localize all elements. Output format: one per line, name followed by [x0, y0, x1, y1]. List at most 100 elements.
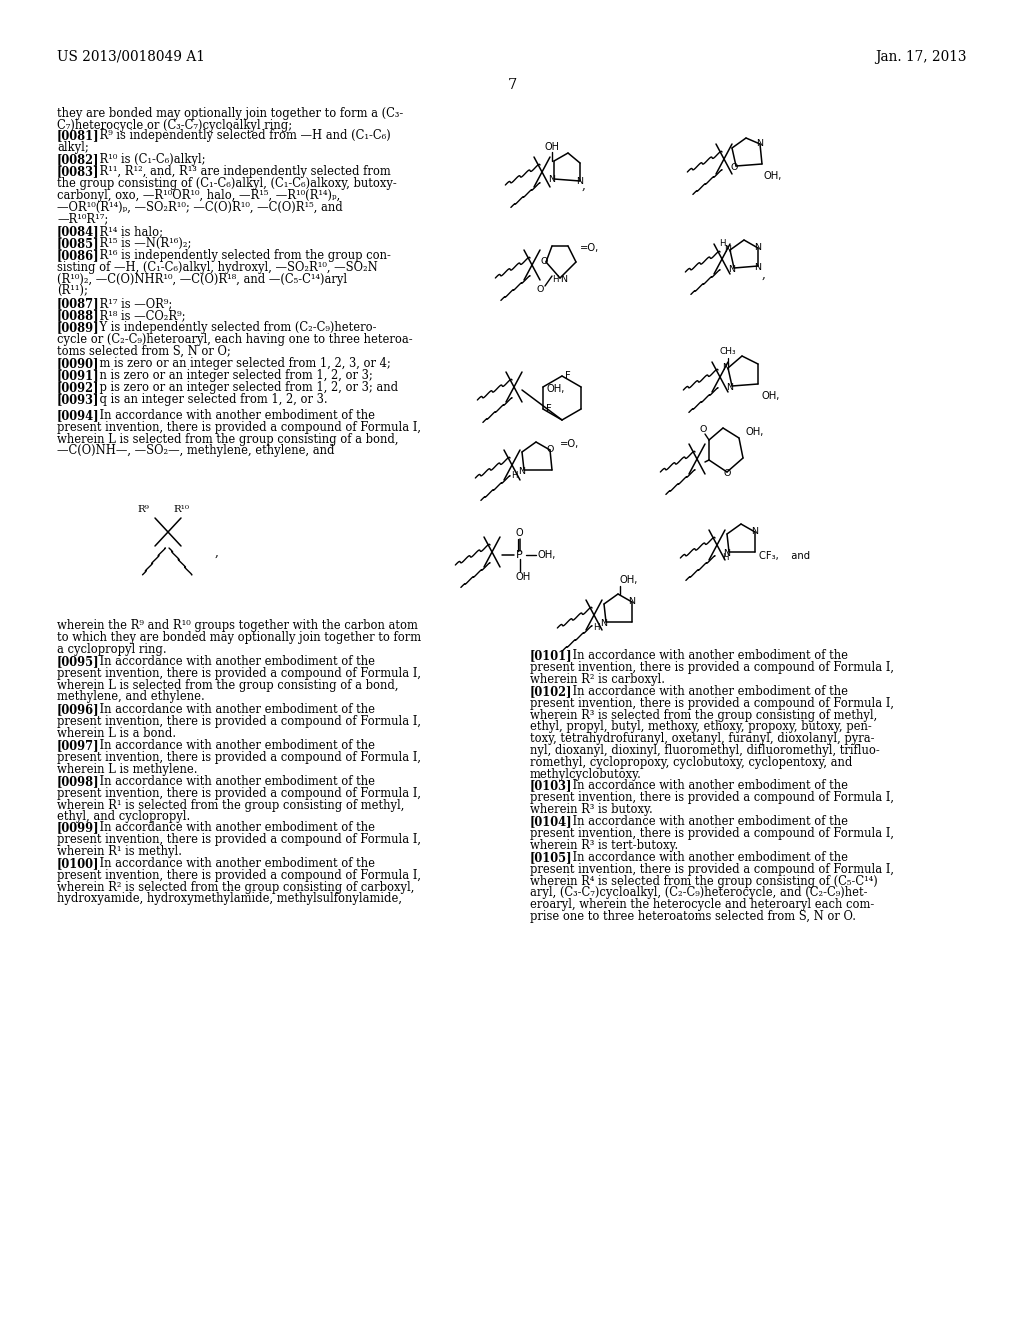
Text: [0083]: [0083] [57, 165, 99, 178]
Text: [0086]: [0086] [57, 249, 99, 261]
Text: [0104]: [0104] [530, 814, 572, 828]
Text: ,: , [215, 545, 219, 558]
Text: [0081]: [0081] [57, 129, 99, 143]
Text: CH₃: CH₃ [720, 347, 736, 356]
Text: [0095]: [0095] [57, 655, 99, 668]
Text: OH: OH [516, 572, 531, 582]
Text: [0084]: [0084] [57, 224, 99, 238]
Text: eroaryl, wherein the heterocycle and heteroaryl each com-: eroaryl, wherein the heterocycle and het… [530, 898, 874, 911]
Text: present invention, there is provided a compound of Formula I,: present invention, there is provided a c… [57, 751, 421, 764]
Text: present invention, there is provided a compound of Formula I,: present invention, there is provided a c… [530, 863, 894, 875]
Text: R⁹ is independently selected from —H and (C₁-C₆): R⁹ is independently selected from —H and… [85, 129, 390, 143]
Text: wherein the R⁹ and R¹⁰ groups together with the carbon atom: wherein the R⁹ and R¹⁰ groups together w… [57, 619, 418, 632]
Text: wherein R¹ is selected from the group consisting of methyl,: wherein R¹ is selected from the group co… [57, 799, 404, 812]
Text: [0099]: [0099] [57, 821, 99, 834]
Text: wherein L is a bond.: wherein L is a bond. [57, 726, 176, 739]
Text: —OR¹⁰(R¹⁴)ₚ, —SO₂R¹⁰; —C(O)R¹⁰, —C(O)R¹⁵, and: —OR¹⁰(R¹⁴)ₚ, —SO₂R¹⁰; —C(O)R¹⁰, —C(O)R¹⁵… [57, 201, 343, 214]
Text: R¹⁵ is —N(R¹⁶)₂;: R¹⁵ is —N(R¹⁶)₂; [85, 238, 191, 249]
Text: cycle or (C₂-C₉)heteroaryl, each having one to three heteroa-: cycle or (C₂-C₉)heteroaryl, each having … [57, 333, 413, 346]
Text: [0090]: [0090] [57, 356, 99, 370]
Text: toxy, tetrahydrofuranyl, oxetanyl, furanyl, dioxolanyl, pyra-: toxy, tetrahydrofuranyl, oxetanyl, furan… [530, 733, 874, 746]
Text: —R¹⁰R¹⁷;: —R¹⁰R¹⁷; [57, 213, 109, 226]
Text: (R¹¹);: (R¹¹); [57, 284, 88, 297]
Text: N: N [726, 383, 733, 392]
Text: In accordance with another embodiment of the: In accordance with another embodiment of… [558, 779, 848, 792]
Text: [0097]: [0097] [57, 739, 99, 752]
Text: they are bonded may optionally join together to form a (C₃-: they are bonded may optionally join toge… [57, 107, 403, 120]
Text: =O,: =O, [560, 440, 580, 449]
Text: In accordance with another embodiment of the: In accordance with another embodiment of… [558, 851, 848, 865]
Text: N: N [724, 549, 730, 557]
Text: R¹⁰ is (C₁-C₆)alkyl;: R¹⁰ is (C₁-C₆)alkyl; [85, 153, 205, 166]
Text: F: F [565, 371, 570, 381]
Text: wherein L is selected from the group consisting of a bond,: wherein L is selected from the group con… [57, 678, 398, 692]
Text: present invention, there is provided a compound of Formula I,: present invention, there is provided a c… [57, 715, 421, 727]
Text: OH: OH [545, 143, 559, 152]
Text: [0089]: [0089] [57, 321, 99, 334]
Text: N: N [728, 264, 735, 273]
Text: In accordance with another embodiment of the: In accordance with another embodiment of… [558, 814, 848, 828]
Text: wherein R¹ is methyl.: wherein R¹ is methyl. [57, 845, 182, 858]
Text: In accordance with another embodiment of the: In accordance with another embodiment of… [85, 409, 375, 422]
Text: [0098]: [0098] [57, 775, 99, 788]
Text: q is an integer selected from 1, 2, or 3.: q is an integer selected from 1, 2, or 3… [85, 393, 328, 407]
Text: wherein R³ is tert-butoxy.: wherein R³ is tert-butoxy. [530, 838, 678, 851]
Text: OH,: OH, [538, 550, 556, 560]
Text: OH,: OH, [620, 576, 638, 585]
Text: [0093]: [0093] [57, 393, 99, 407]
Text: In accordance with another embodiment of the: In accordance with another embodiment of… [558, 685, 848, 698]
Text: wherein R² is carboxyl.: wherein R² is carboxyl. [530, 673, 665, 685]
Text: present invention, there is provided a compound of Formula I,: present invention, there is provided a c… [530, 661, 894, 673]
Text: wherein R⁴ is selected from the group consisting of (C₅-C¹⁴): wherein R⁴ is selected from the group co… [530, 875, 878, 887]
Text: present invention, there is provided a compound of Formula I,: present invention, there is provided a c… [530, 826, 894, 840]
Text: 7: 7 [507, 78, 517, 92]
Text: O: O [723, 470, 731, 479]
Text: R¹⁸ is —CO₂R⁹;: R¹⁸ is —CO₂R⁹; [85, 309, 185, 322]
Text: m is zero or an integer selected from 1, 2, 3, or 4;: m is zero or an integer selected from 1,… [85, 356, 390, 370]
Text: N: N [549, 174, 555, 183]
Text: In accordance with another embodiment of the: In accordance with another embodiment of… [85, 775, 375, 788]
Text: hydroxyamide, hydroxymethylamide, methylsulfonylamide,: hydroxyamide, hydroxymethylamide, methyl… [57, 892, 402, 906]
Text: N: N [600, 619, 607, 627]
Text: O: O [547, 445, 554, 454]
Text: sisting of —H, (C₁-C₆)alkyl, hydroxyl, —SO₂R¹⁰, —SO₂N: sisting of —H, (C₁-C₆)alkyl, hydroxyl, —… [57, 261, 378, 273]
Text: ,: , [762, 268, 766, 281]
Text: N: N [577, 177, 584, 186]
Text: H: H [512, 471, 518, 480]
Text: a cyclopropyl ring.: a cyclopropyl ring. [57, 643, 167, 656]
Text: carbonyl, oxo, —R¹⁰OR¹⁰, halo, —R¹⁵, —R¹⁰(R¹⁴)ₚ,: carbonyl, oxo, —R¹⁰OR¹⁰, halo, —R¹⁵, —R¹… [57, 189, 340, 202]
Text: to which they are bonded may optionally join together to form: to which they are bonded may optionally … [57, 631, 421, 644]
Text: N: N [518, 466, 525, 475]
Text: [0092]: [0092] [57, 381, 99, 393]
Text: [0082]: [0082] [57, 153, 99, 166]
Text: OH,: OH, [764, 172, 782, 181]
Text: [0102]: [0102] [530, 685, 572, 698]
Text: R¹¹, R¹², and, R¹³ are independently selected from: R¹¹, R¹², and, R¹³ are independently sel… [85, 165, 390, 178]
Text: [0094]: [0094] [57, 409, 99, 422]
Text: N: N [725, 244, 731, 253]
Text: wherein L is selected from the group consisting of a bond,: wherein L is selected from the group con… [57, 433, 398, 446]
Text: O: O [516, 528, 523, 539]
Text: [0096]: [0096] [57, 704, 99, 715]
Text: P: P [516, 550, 522, 560]
Text: [0087]: [0087] [57, 297, 99, 310]
Text: (R¹⁰)₂, —C(O)NHR¹⁰, —C(O)R¹⁸, and —(C₅-C¹⁴)aryl: (R¹⁰)₂, —C(O)NHR¹⁰, —C(O)R¹⁸, and —(C₅-C… [57, 273, 347, 285]
Text: aryl, (C₃-C₇)cycloalkyl, (C₂-C₉)heterocycle, and (C₂-C₉)het-: aryl, (C₃-C₇)cycloalkyl, (C₂-C₉)heterocy… [530, 887, 867, 899]
Text: [0101]: [0101] [530, 649, 572, 663]
Text: ethyl, and cyclopropyl.: ethyl, and cyclopropyl. [57, 810, 190, 824]
Text: methylene, and ethylene.: methylene, and ethylene. [57, 690, 205, 704]
Text: p is zero or an integer selected from 1, 2, or 3; and: p is zero or an integer selected from 1,… [85, 381, 398, 393]
Text: N: N [629, 597, 636, 606]
Text: H: H [722, 553, 728, 562]
Text: —C(O)NH—, —SO₂—, methylene, ethylene, and: —C(O)NH—, —SO₂—, methylene, ethylene, an… [57, 445, 335, 458]
Text: prise one to three heteroatoms selected from S, N or O.: prise one to three heteroatoms selected … [530, 909, 856, 923]
Text: C₇)heterocycle or (C₃-C₇)cycloalkyl ring;: C₇)heterocycle or (C₃-C₇)cycloalkyl ring… [57, 119, 292, 132]
Text: Y is independently selected from (C₂-C₉)hetero-: Y is independently selected from (C₂-C₉)… [85, 321, 376, 334]
Text: N: N [560, 276, 567, 285]
Text: present invention, there is provided a compound of Formula I,: present invention, there is provided a c… [57, 833, 421, 846]
Text: O: O [541, 257, 548, 267]
Text: In accordance with another embodiment of the: In accordance with another embodiment of… [85, 655, 375, 668]
Text: wherein L is methylene.: wherein L is methylene. [57, 763, 198, 776]
Text: present invention, there is provided a compound of Formula I,: present invention, there is provided a c… [530, 697, 894, 710]
Text: O: O [537, 285, 544, 294]
